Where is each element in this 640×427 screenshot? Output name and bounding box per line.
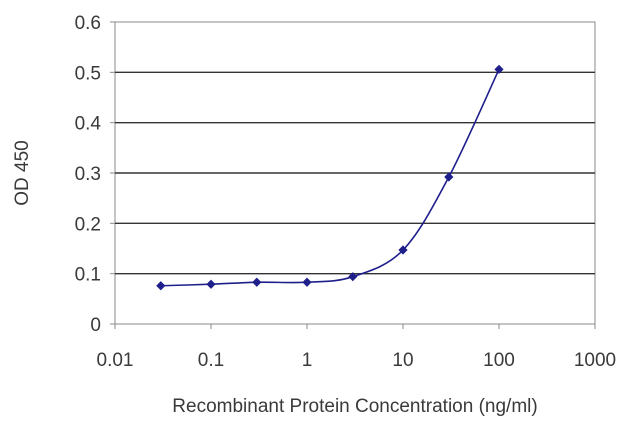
y-tick-label: 0.5	[75, 63, 101, 84]
x-axis-title: Recombinant Protein Concentration (ng/ml…	[172, 396, 537, 417]
data-point	[302, 277, 312, 287]
data-point	[206, 279, 216, 289]
y-tick-label: 0.4	[75, 114, 102, 135]
data-point	[252, 277, 262, 287]
y-tick-label: 0.2	[75, 214, 101, 235]
y-axis-ticks: 0 0.1 0.2 0.3 0.4 0.5 0.6	[75, 13, 115, 336]
data-point	[156, 281, 166, 291]
x-tick-label: 1000	[574, 350, 616, 371]
series-group	[156, 64, 504, 291]
data-point	[348, 272, 358, 282]
x-tick-label: 0.1	[198, 350, 224, 371]
y-tick-label: 0	[90, 315, 101, 336]
x-axis-ticks: 0.01 0.1 1 10 100 1000	[97, 324, 616, 371]
grid-lines	[115, 71, 595, 275]
x-tick-label: 0.01	[97, 350, 134, 371]
x-tick-label: 1	[302, 350, 313, 371]
x-tick-label: 100	[483, 350, 515, 371]
data-point	[444, 172, 454, 182]
data-point	[398, 245, 408, 255]
y-tick-label: 0.6	[75, 13, 101, 34]
y-tick-label: 0.3	[75, 164, 101, 185]
data-point	[494, 64, 504, 74]
x-tick-label: 10	[392, 350, 413, 371]
y-axis-title: OD 450	[12, 140, 33, 205]
y-tick-label: 0.1	[75, 265, 101, 286]
